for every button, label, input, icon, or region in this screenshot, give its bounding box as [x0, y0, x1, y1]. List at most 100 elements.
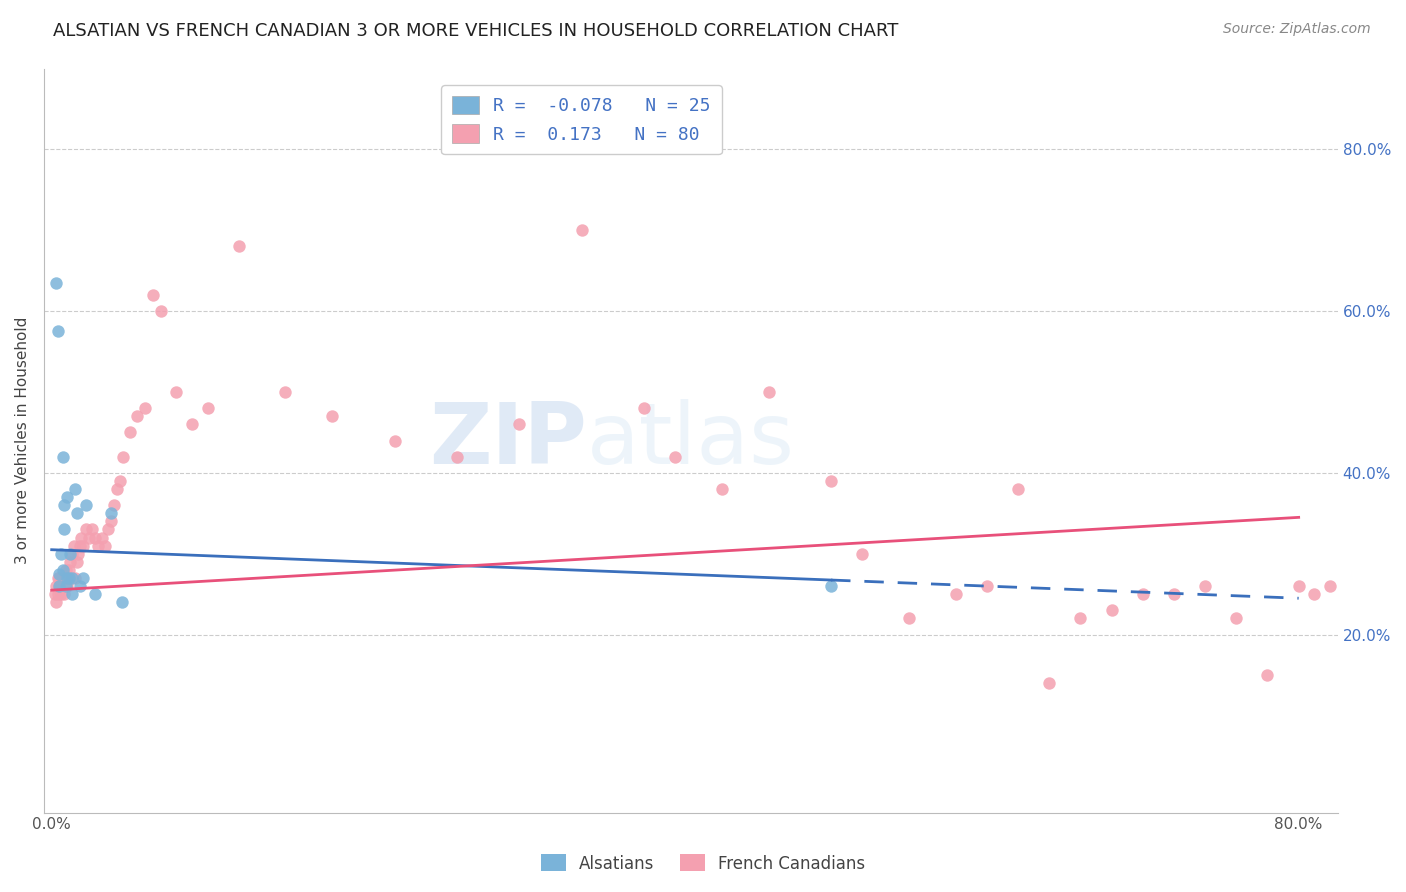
Point: [1256, 668, 1278, 682]
Point: [820, 579, 842, 593]
Point: [49, 547, 72, 561]
Point: [72, 571, 94, 585]
Point: [851, 547, 873, 561]
Point: [45, 579, 67, 593]
Point: [118, 425, 141, 440]
Point: [197, 401, 219, 416]
Point: [45, 276, 67, 290]
Point: [53, 571, 76, 585]
Point: [274, 384, 297, 399]
Point: [67, 547, 90, 561]
Text: atlas: atlas: [588, 399, 796, 482]
Point: [55, 579, 77, 593]
Point: [55, 579, 77, 593]
Point: [976, 579, 998, 593]
Point: [63, 482, 86, 496]
Point: [56, 579, 79, 593]
Point: [60, 547, 83, 561]
Point: [384, 434, 406, 448]
Point: [45, 595, 67, 609]
Point: [127, 409, 149, 424]
Point: [87, 539, 110, 553]
Point: [1396, 506, 1406, 520]
Point: [44, 587, 66, 601]
Point: [58, 571, 80, 585]
Point: [82, 523, 104, 537]
Point: [820, 474, 842, 488]
Point: [56, 571, 79, 585]
Point: [112, 450, 135, 464]
Text: ZIP: ZIP: [429, 399, 588, 482]
Point: [77, 531, 100, 545]
Point: [97, 523, 120, 537]
Point: [52, 563, 75, 577]
Point: [48, 579, 70, 593]
Point: [1288, 579, 1310, 593]
Point: [1225, 611, 1247, 625]
Point: [181, 417, 204, 432]
Point: [1007, 482, 1029, 496]
Point: [1101, 603, 1123, 617]
Point: [508, 417, 530, 432]
Point: [100, 515, 122, 529]
Text: ALSATIAN VS FRENCH CANADIAN 3 OR MORE VEHICLES IN HOUSEHOLD CORRELATION CHART: ALSATIAN VS FRENCH CANADIAN 3 OR MORE VE…: [53, 22, 898, 40]
Point: [90, 531, 112, 545]
Point: [55, 563, 77, 577]
Point: [70, 531, 93, 545]
Point: [53, 523, 76, 537]
Point: [49, 587, 72, 601]
Point: [165, 384, 187, 399]
Point: [149, 304, 172, 318]
Point: [1303, 587, 1326, 601]
Point: [52, 450, 75, 464]
Legend: Alsatians, French Canadians: Alsatians, French Canadians: [534, 847, 872, 880]
Point: [710, 482, 733, 496]
Point: [1132, 587, 1154, 601]
Point: [898, 611, 921, 625]
Point: [49, 579, 72, 593]
Point: [75, 498, 97, 512]
Point: [1365, 579, 1388, 593]
Text: Source: ZipAtlas.com: Source: ZipAtlas.com: [1223, 22, 1371, 37]
Point: [69, 539, 91, 553]
Point: [758, 384, 780, 399]
Point: [571, 223, 593, 237]
Point: [142, 288, 165, 302]
Point: [228, 239, 250, 253]
Point: [100, 506, 122, 520]
Point: [48, 579, 70, 593]
Point: [105, 482, 128, 496]
Point: [48, 571, 70, 585]
Point: [1350, 506, 1372, 520]
Point: [46, 324, 69, 338]
Point: [103, 498, 125, 512]
Point: [69, 579, 91, 593]
Point: [633, 401, 655, 416]
Point: [134, 401, 156, 416]
Point: [56, 571, 79, 585]
Point: [48, 566, 70, 581]
Point: [53, 498, 76, 512]
Point: [46, 587, 69, 601]
Point: [945, 587, 967, 601]
Point: [46, 571, 69, 585]
Point: [321, 409, 343, 424]
Point: [1319, 579, 1341, 593]
Point: [1038, 676, 1060, 690]
Point: [664, 450, 686, 464]
Point: [1334, 482, 1357, 496]
Point: [60, 587, 83, 601]
Point: [56, 490, 79, 504]
Legend: R =  -0.078   N = 25, R =  0.173   N = 80: R = -0.078 N = 25, R = 0.173 N = 80: [441, 85, 721, 154]
Point: [65, 506, 87, 520]
Point: [59, 547, 82, 561]
Point: [53, 587, 76, 601]
Point: [75, 523, 97, 537]
Point: [110, 474, 132, 488]
Point: [111, 595, 134, 609]
Point: [1069, 611, 1091, 625]
Point: [59, 555, 82, 569]
Point: [1194, 579, 1216, 593]
Point: [63, 571, 86, 585]
Point: [65, 555, 87, 569]
